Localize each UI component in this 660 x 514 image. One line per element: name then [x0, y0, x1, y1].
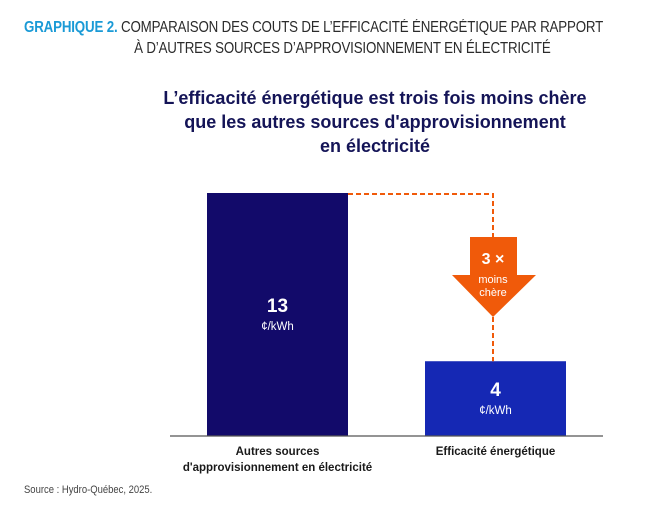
chart-title: L’efficacité énergétique est trois fois …	[150, 86, 600, 158]
figure-header: GRAPHIQUE 2. COMPARAISON DES COUTS DE L’…	[24, 17, 603, 59]
annotation-text: chère	[479, 287, 507, 299]
bar-value-label: 4	[490, 380, 501, 401]
category-label: Efficacité énergétique	[436, 446, 556, 458]
bar-unit-label: ¢/kWh	[261, 321, 294, 333]
bar-unit-label: ¢/kWh	[479, 405, 512, 417]
figure-title-line2: À D’AUTRES SOURCES D’APPROVISIONNEMENT E…	[134, 40, 551, 57]
source-note: Source : Hydro-Québec, 2025.	[24, 484, 153, 496]
bar	[425, 361, 566, 436]
category-label: d'approvisionnement en électricité	[183, 462, 372, 474]
chart-title-line: que les autres sources d'approvisionneme…	[184, 112, 566, 132]
down-arrow-icon	[452, 237, 536, 317]
category-label: Autres sources	[236, 446, 320, 458]
chart-title-line: L’efficacité énergétique est trois fois …	[163, 88, 587, 108]
annotation-text: moins	[478, 274, 508, 286]
figure-title-line1: COMPARAISON DES COUTS DE L’EFFICACITÉ ÉN…	[121, 19, 604, 36]
dashed-connector	[348, 193, 494, 237]
figure-label: GRAPHIQUE 2.	[24, 19, 118, 36]
annotation-multiplier: 3 ×	[482, 251, 505, 268]
chart-title-line: en électricité	[319, 136, 431, 156]
bar	[207, 193, 348, 436]
bar-value-label: 13	[267, 296, 288, 317]
